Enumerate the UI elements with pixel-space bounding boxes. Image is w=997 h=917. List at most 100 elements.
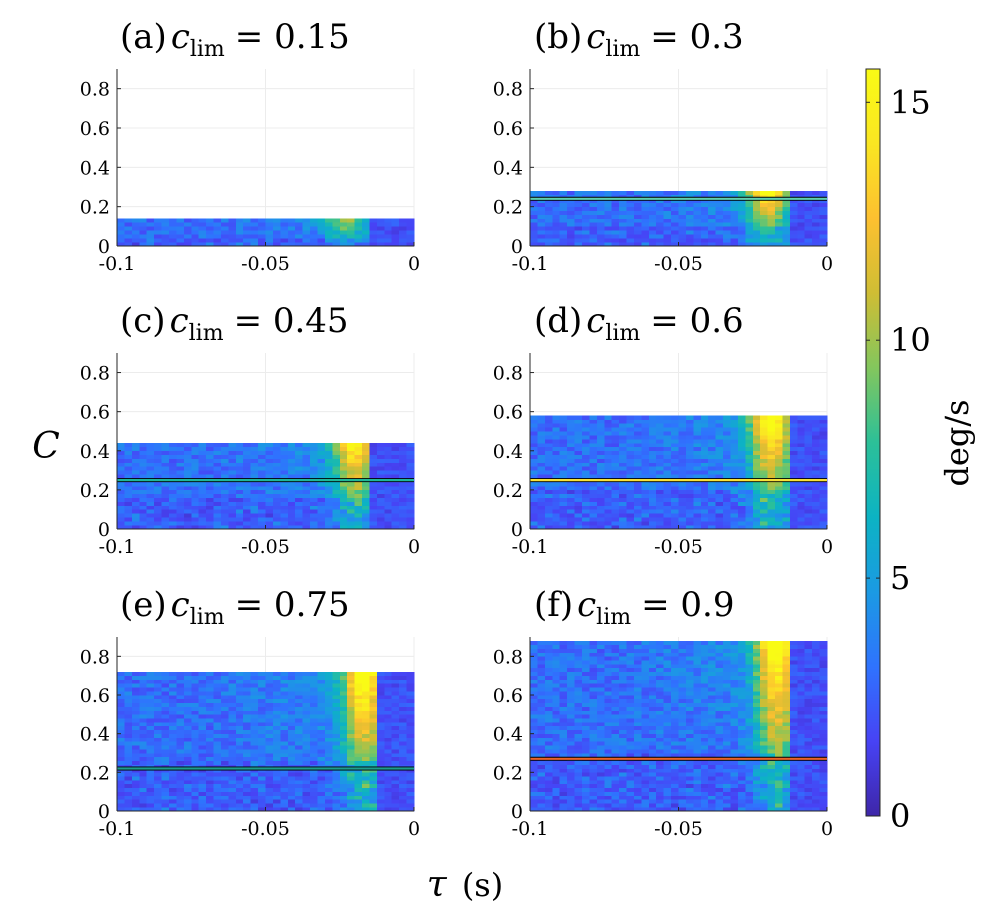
heatmap-cell [611,489,620,495]
heatmap-cell [339,226,348,231]
heatmap-cell [131,799,140,804]
heatmap-cell [287,513,296,518]
heatmap-cell [220,501,229,506]
heatmap-cell [633,489,642,495]
heatmap-cell [317,222,326,227]
heatmap-cell [663,783,672,789]
heatmap-cell [117,238,125,243]
heatmap-cell [589,222,598,227]
y-tick-label: 0.4 [80,724,110,746]
heatmap-cell [752,423,761,428]
heatmap-cell [280,714,289,719]
heatmap-cell [287,691,296,696]
heatmap-cell [819,803,828,808]
heatmap-cell [737,525,746,530]
heatmap-cell [131,493,140,499]
heatmap-cell [235,749,244,754]
heatmap-cell [369,513,378,518]
heatmap-cell [604,466,612,471]
heatmap-cell [176,807,185,812]
heatmap-cell [767,458,776,463]
heatmap-cell [339,698,348,704]
heatmap-cell [399,733,407,738]
heatmap-cell [789,489,798,495]
heatmap-cell [302,222,311,227]
heatmap-cell [730,198,739,204]
heatmap-cell [272,222,281,227]
heatmap-cell [302,442,311,448]
heatmap-cell [339,450,348,455]
heatmap-cell [671,525,679,530]
heatmap-cell [708,419,716,424]
heatmap-cell [530,497,538,502]
heatmap-cell [287,675,296,680]
heatmap-cell [131,795,140,800]
heatmap-cell [302,772,311,777]
heatmap-cell [272,525,281,530]
heatmap-cell [295,242,303,247]
heatmap-cell [812,768,820,773]
heatmap-cell [648,419,657,424]
heatmap-cell [347,525,355,530]
heatmap-cell [161,710,170,715]
heatmap-cell [567,202,575,207]
heatmap-cell [633,466,642,471]
heatmap-cell [537,190,546,196]
heatmap-cell [574,435,583,440]
heatmap-cell [287,683,296,688]
heatmap-cell [287,714,296,719]
heatmap-cell [384,497,393,502]
heatmap-cell [604,454,612,459]
heatmap-cell [730,242,739,247]
heatmap-cell [745,210,754,215]
heatmap-cell [581,210,590,215]
heatmap-cell [287,485,296,491]
heatmap-cell [581,190,590,196]
heatmap-cell [819,768,828,773]
heatmap-cell [213,772,222,777]
heatmap-cell [700,242,709,247]
panel-title-value: = 0.3 [650,17,743,57]
heatmap-cell [272,493,281,499]
heatmap-cell [804,474,813,479]
heatmap-cell [767,470,776,475]
heatmap-cell [384,501,393,506]
heatmap-cell [399,749,407,754]
heatmap-cell [250,679,259,684]
heatmap-cell [730,783,739,789]
heatmap-cell [347,234,355,239]
heatmap-cell [235,238,244,243]
heatmap-cell [604,485,612,491]
heatmap-cell [737,799,746,804]
heatmap-cell [715,190,724,196]
heatmap-cell [626,423,635,428]
heatmap-cell [154,718,162,723]
heatmap-cell [376,725,385,731]
heatmap-cell [347,675,355,680]
heatmap-cell [633,415,642,420]
heatmap-cell [567,768,575,773]
heatmap-cell [648,222,657,227]
heatmap-cell [295,710,303,715]
heatmap-cell [604,234,612,239]
heatmap-cell [347,485,355,491]
heatmap-cell [745,446,754,452]
heatmap-cell [168,691,177,696]
heatmap-cell [782,462,791,467]
heatmap-cell [139,521,147,526]
heatmap-cell [213,466,222,471]
heatmap-cell [730,462,739,467]
heatmap-cell [604,423,612,428]
heatmap-cell [220,776,229,781]
heatmap-cell [752,419,761,424]
heatmap-cell [258,489,266,495]
heatmap-cell [399,485,407,491]
heatmap-cell [176,222,185,227]
heatmap-cell [161,489,170,495]
heatmap-cell [369,218,378,223]
heatmap-cell [391,698,400,704]
heatmap-cell [537,505,546,510]
heatmap-cell [767,210,776,215]
heatmap-cell [685,768,694,773]
heatmap-cell [656,454,664,459]
